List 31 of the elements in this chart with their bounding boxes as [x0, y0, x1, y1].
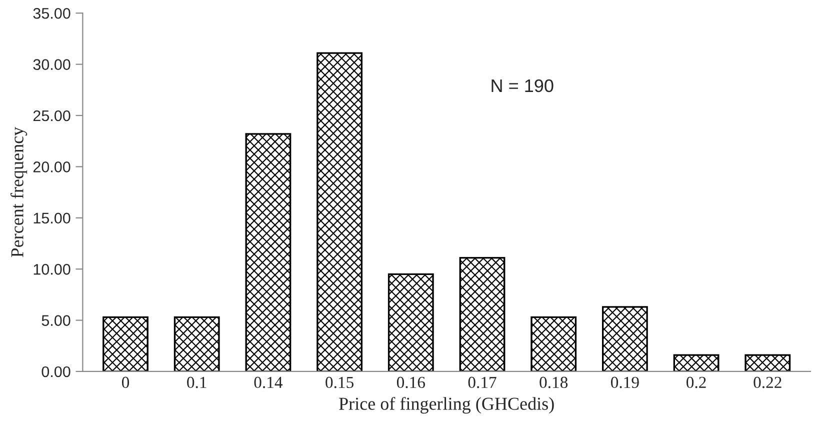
- x-tick-label: 0.14: [254, 376, 283, 388]
- x-tick-label: 0.15: [326, 376, 354, 388]
- bar: [388, 273, 434, 372]
- y-tick-label: 0.00: [42, 366, 70, 378]
- x-tick-label: 0: [122, 376, 130, 388]
- bar: [673, 354, 720, 372]
- bar: [744, 354, 791, 372]
- x-tick-label: 0.16: [396, 376, 425, 388]
- x-axis-title: Price of fingerling (GHCedis): [339, 396, 554, 414]
- bar: [316, 52, 363, 372]
- y-tick-label: 35.00: [33, 8, 70, 19]
- annotation: N = 190: [492, 79, 554, 92]
- bar: [530, 316, 577, 372]
- x-tick-label: 0.18: [540, 376, 568, 388]
- x-tick-label: 0.19: [611, 376, 639, 388]
- bar: [602, 306, 648, 372]
- bar: [459, 256, 506, 372]
- y-tick-label: 30.00: [33, 59, 70, 70]
- y-axis-title: Percent frequency: [10, 126, 28, 258]
- bar: [174, 316, 220, 372]
- x-tick-label: 0.17: [468, 376, 496, 388]
- y-tick-label: 10.00: [34, 264, 70, 275]
- y-tick-label: 15.00: [34, 212, 70, 224]
- bar: [245, 133, 292, 372]
- x-tick-label: 0.1: [187, 376, 206, 388]
- x-tick-label: 0.2: [686, 376, 706, 388]
- y-tick-label: 20.00: [33, 162, 70, 172]
- bar: [102, 316, 148, 372]
- x-tick-label: 0.22: [754, 376, 782, 388]
- y-tick-label: 25.00: [33, 110, 70, 122]
- y-tick-label: 5.00: [42, 315, 70, 326]
